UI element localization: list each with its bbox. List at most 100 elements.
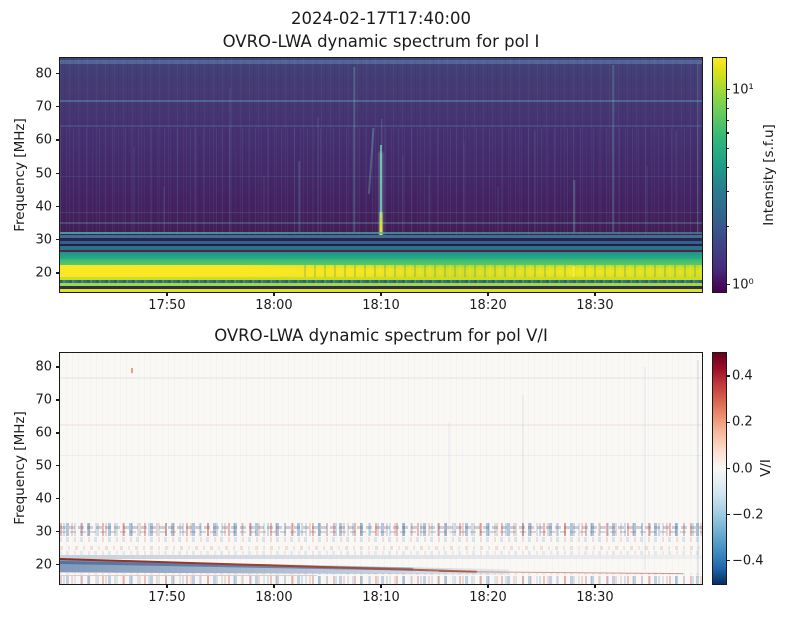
faint-row: [60, 424, 702, 426]
colorbar-minor-tick: [726, 108, 729, 110]
colorbar-tick-label: −0.2: [732, 507, 764, 523]
y-tick-label: 40: [35, 491, 52, 507]
light-speckle-row: [60, 537, 702, 543]
x-tick: [380, 292, 382, 296]
colorbar-minor-tick: [726, 132, 729, 134]
y-tick: [56, 239, 60, 241]
rfi-streak: [194, 128, 196, 233]
colorbar-minor-tick: [726, 98, 729, 100]
colorbar-minor-tick: [726, 225, 729, 227]
rfi-streak: [263, 175, 265, 233]
green-stripe-16mhz: [60, 283, 702, 287]
y-tick: [56, 139, 60, 141]
speckle-core-row: [60, 530, 702, 534]
colorbar-tick: [726, 467, 730, 469]
colorbar-tick: [726, 284, 730, 286]
rfi-line-64mhz: [60, 124, 702, 127]
y-tick-label: 60: [35, 425, 52, 441]
y-tick: [56, 205, 60, 208]
y-tick-label: 70: [35, 99, 52, 115]
colorbar-tick: [726, 421, 730, 423]
green-band-23mhz: [60, 259, 702, 266]
rfi-streak: [402, 156, 404, 233]
x-tick-label: 18:10: [362, 590, 400, 605]
colorbar-tick-label: 0.0: [732, 461, 753, 476]
y-tick: [56, 72, 60, 74]
speckle-band-29mhz: [60, 523, 702, 536]
light-speckle-row: [60, 572, 702, 576]
faint-blue-streak: [448, 422, 451, 534]
colorbar-tick: [726, 375, 730, 377]
burst-1828-streak: [573, 179, 575, 233]
rfi-streak: [534, 130, 536, 233]
y-tick-label: 30: [35, 524, 52, 540]
band-18mhz: [60, 277, 702, 281]
y-tick-label: 20: [35, 557, 52, 573]
colorbar-tick-label: 10⁰: [732, 277, 754, 293]
figure-suptitle: 2024-02-17T17:40:00: [290, 9, 472, 28]
colorbar-tick: [726, 560, 730, 562]
x-tick: [487, 584, 489, 588]
y-tick: [56, 399, 60, 401]
colorbar-tick: [726, 89, 730, 91]
colorbar-tick-label: −0.4: [732, 553, 764, 569]
unpolarized-background: [60, 353, 702, 584]
y-tick: [56, 530, 60, 533]
rfi-line-33mhz: [60, 231, 702, 234]
orange-row: [60, 545, 702, 550]
colorbar-minor-tick: [726, 166, 729, 168]
x-tick: [273, 584, 275, 588]
x-tick: [166, 584, 168, 588]
faint-blue-streak-edge: [696, 359, 699, 578]
dark-stripe-15mhz: [60, 286, 702, 290]
x-tick-label: 17:50: [148, 298, 186, 313]
y-tick-label: 20: [35, 265, 52, 281]
yellow-stripe-14mhz: [60, 289, 702, 292]
dark-band-29mhz: [60, 243, 702, 247]
rdbu-gradient: [713, 353, 726, 584]
blue-stripe-17mhz: [60, 280, 702, 284]
rfi-streak: [229, 88, 231, 233]
spectrogram-pol-vi-axes: 80 70 60 50 40 30 20 17:50 18:00 18:10 18:20 18:30: [35, 352, 703, 604]
rfi-streak: [317, 116, 319, 233]
faint-blue-streak: [644, 366, 647, 571]
panel1-y-axis-label: Frequency [MHz]: [12, 118, 28, 232]
x-tick-label: 18:00: [255, 590, 293, 605]
y-tick-label: 70: [35, 392, 52, 408]
y-tick: [56, 366, 60, 368]
yellow-band-mottle-right: [303, 265, 702, 278]
x-tick-label: 18:20: [469, 590, 507, 605]
x-tick-label: 18:30: [576, 298, 614, 313]
column-noise-texture: [60, 353, 702, 584]
rfi-streak: [646, 165, 648, 233]
y-tick-label: 60: [35, 132, 52, 148]
rfi-streak: [133, 146, 135, 233]
colorbar-minor-tick: [726, 191, 729, 193]
band-30mhz: [60, 240, 702, 244]
faint-row: [60, 454, 702, 456]
y-tick: [56, 272, 60, 274]
colorbar-intensity: 10¹ 10⁰: [712, 57, 754, 293]
spectrogram-pol-i-axes: 80 70 60 50 40 30 20 17:50 18:00 18:10 18:20 18:30: [35, 57, 703, 312]
colorbar-intensity-gradient: [713, 58, 726, 292]
x-tick-label: 18:10: [362, 298, 400, 313]
y-tick-label: 80: [35, 359, 52, 375]
panel1-title: OVRO-LWA dynamic spectrum for pol I: [222, 32, 540, 51]
thin-red-row: [60, 574, 317, 576]
panel2-y-axis-label: Frequency [MHz]: [12, 411, 28, 525]
y-tick-label: 50: [35, 166, 52, 181]
rfi-line-84mhz: [60, 60, 702, 64]
rfi-streak: [463, 142, 465, 233]
rfi-streak-tall: [353, 67, 355, 233]
rfi-streak: [428, 175, 430, 233]
rfi-streak: [298, 160, 301, 233]
y-tick-label: 30: [35, 232, 52, 248]
x-tick-label: 17:50: [148, 590, 186, 605]
light-speckle-row: [60, 551, 702, 556]
panel2-title: OVRO-LWA dynamic spectrum for pol V/I: [214, 326, 548, 345]
burst-1828-bright-spot: [572, 265, 576, 277]
colorbar-vi: 0.4 0.2 0.0 −0.2 −0.4: [712, 352, 764, 585]
x-tick: [273, 292, 275, 296]
x-tick-label: 18:30: [576, 590, 614, 605]
